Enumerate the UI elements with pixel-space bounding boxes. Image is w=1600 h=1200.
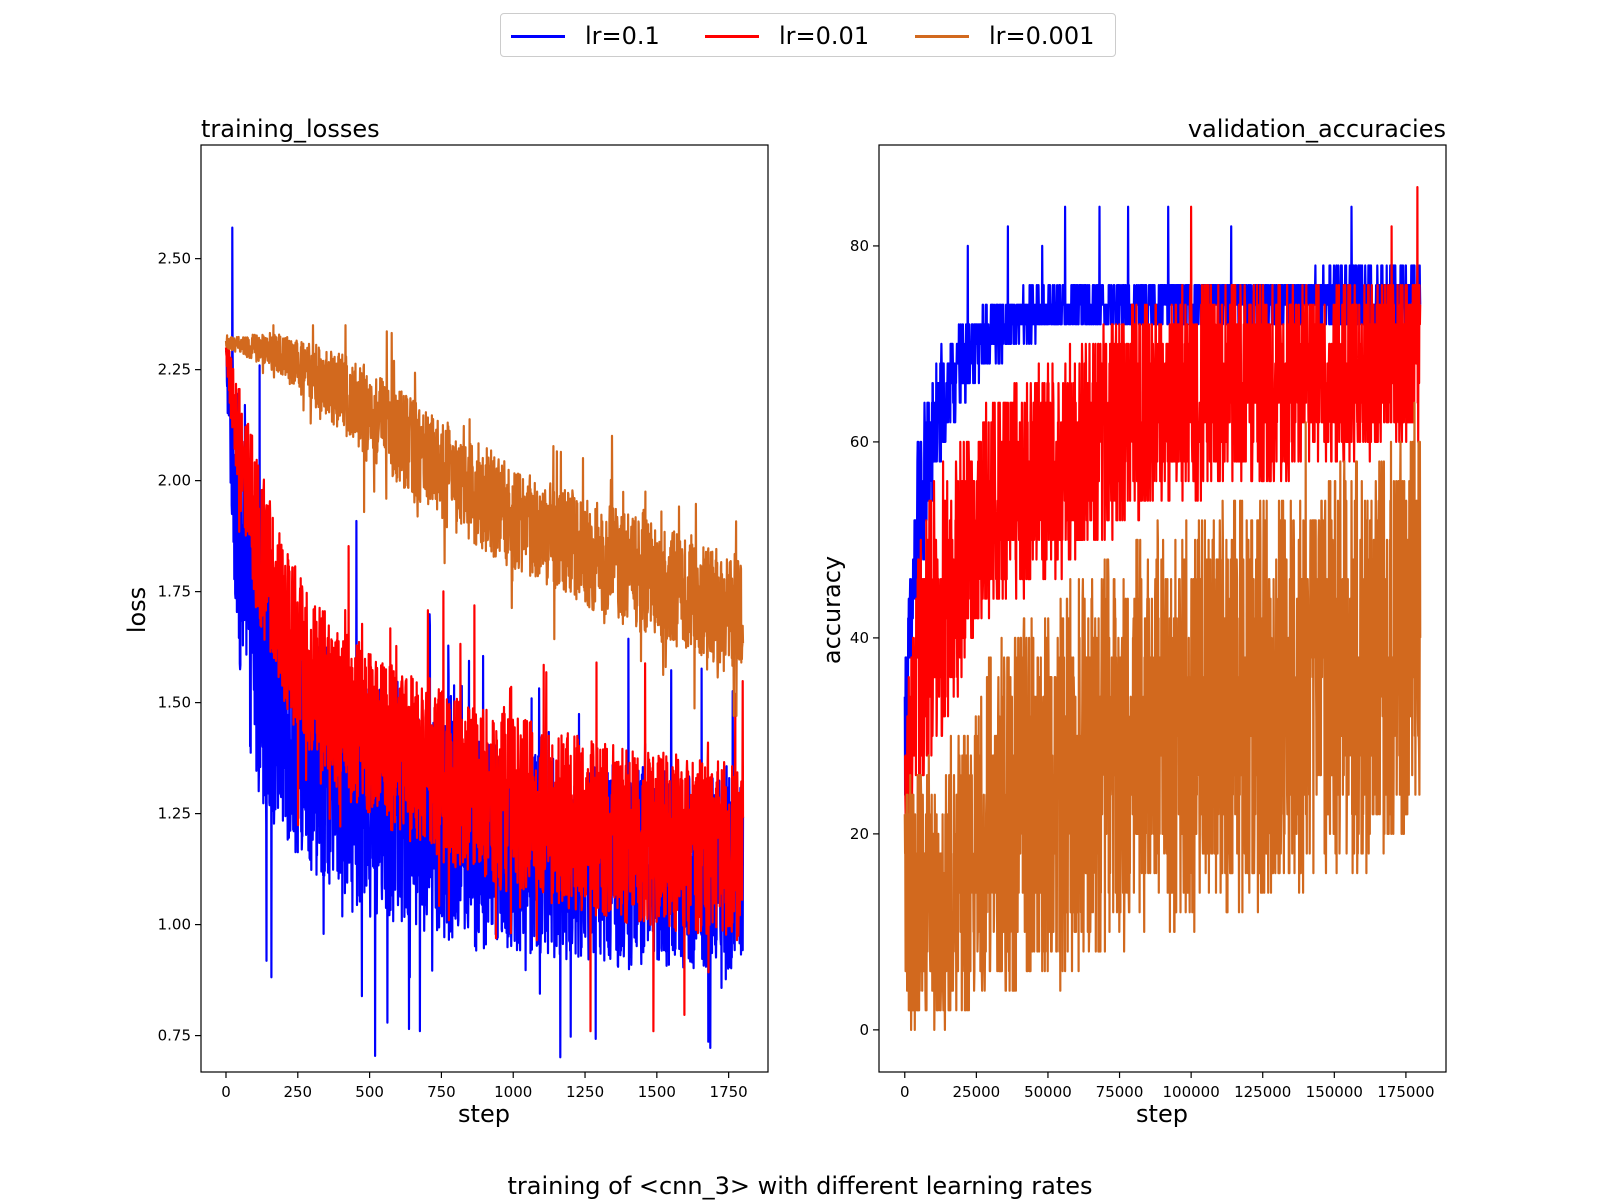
legend-label-lr-0-01: lr=0.01 [779,22,870,50]
accuracy-y-ticks: 0 20 40 60 80 [850,237,879,1039]
legend-label-lr-0-1: lr=0.1 [585,22,660,50]
loss-y-tick-label: 1.50 [158,694,191,712]
legend-entry-lr-0-001: lr=0.001 [915,14,1094,58]
accuracy-plot-frame [878,144,1447,1073]
accuracy-series-line-lr-0-01 [903,186,1422,836]
accuracy-y-tick-label: 20 [850,825,869,843]
loss-x-axis-label: step [458,1100,510,1128]
accuracy-x-tick-label: 75000 [1096,1083,1144,1101]
loss-y-tick-label: 2.50 [158,250,191,268]
loss-series-line-lr-0-01 [224,346,745,1033]
accuracy-y-tick-label: 60 [850,433,869,451]
loss-series-group [224,226,745,1059]
loss-series-line-lr-0-001 [224,324,745,718]
loss-y-axis-label: loss [123,587,151,633]
accuracy-x-tick-label: 125000 [1234,1083,1291,1101]
legend-entry-lr-0-1: lr=0.1 [511,14,660,58]
accuracy-subplot: validation_accuracies 0 25000 50000 75000 10… [818,115,1447,1128]
accuracy-y-axis-label: accuracy [818,556,846,664]
loss-y-tick-label: 1.75 [158,583,191,601]
loss-x-tick-label: 1250 [566,1083,604,1101]
accuracy-x-tick-label: 25000 [953,1083,1001,1101]
accuracy-x-ticks: 0 25000 50000 75000 100000 125000 150000 175000 [900,1072,1435,1101]
legend-swatch-lr-0-1 [511,34,565,38]
loss-y-tick-label: 1.00 [158,916,191,934]
legend-label-lr-0-001: lr=0.001 [989,22,1095,50]
legend-entry-lr-0-01: lr=0.01 [705,14,869,58]
loss-x-ticks: 0 250 500 750 1000 1250 1500 1750 [221,1072,748,1101]
loss-x-tick-label: 1000 [494,1083,532,1101]
legend: lr=0.1 lr=0.01 lr=0.001 [500,13,1116,57]
legend-swatch-lr-0-01 [705,34,759,38]
accuracy-series-line-lr-0-001 [903,401,1422,1032]
loss-x-tick-label: 750 [427,1083,456,1101]
loss-x-tick-label: 1750 [710,1083,748,1101]
loss-y-tick-label: 2.25 [158,361,191,379]
loss-y-tick-label: 0.75 [158,1027,191,1045]
figure-suptitle: training of <cnn_3> with different learn… [507,1172,1093,1200]
accuracy-y-tick-label: 40 [850,629,869,647]
loss-y-tick-label: 1.25 [158,805,191,823]
accuracy-y-tick-label: 0 [859,1021,869,1039]
loss-y-ticks: 0.75 1.00 1.25 1.50 1.75 2.00 2.25 2.50 [158,250,201,1045]
loss-x-tick-label: 1500 [638,1083,676,1101]
accuracy-x-tick-label: 150000 [1306,1083,1363,1101]
loss-x-tick-label: 250 [283,1083,312,1101]
accuracy-series-line-lr-0-1 [903,205,1422,796]
loss-y-tick-label: 2.00 [158,472,191,490]
accuracy-x-tick-label: 100000 [1163,1083,1220,1101]
accuracy-x-tick-label: 175000 [1377,1083,1434,1101]
accuracy-x-axis-label: step [1136,1100,1188,1128]
loss-subplot-title: training_losses [201,115,380,143]
loss-x-tick-label: 0 [221,1083,231,1101]
loss-subplot: training_losses 0 250 500 750 1000 1250 1500 17… [123,115,769,1128]
accuracy-x-tick-label: 50000 [1024,1083,1072,1101]
legend-swatch-lr-0-001 [915,34,969,38]
accuracy-subplot-title: validation_accuracies [1188,115,1446,143]
accuracy-y-tick-label: 80 [850,237,869,255]
loss-plot-frame [200,144,769,1073]
accuracy-x-tick-label: 0 [900,1083,910,1101]
accuracy-series-group [903,186,1422,1032]
loss-x-tick-label: 500 [355,1083,384,1101]
